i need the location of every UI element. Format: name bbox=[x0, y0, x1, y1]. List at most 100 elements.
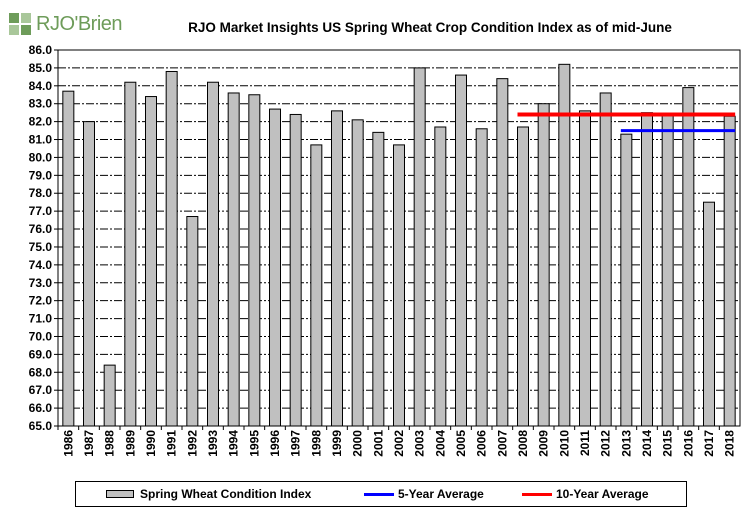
bar-2013 bbox=[620, 133, 633, 427]
bar-1999 bbox=[331, 110, 343, 427]
x-tick-label: 1995 bbox=[247, 430, 261, 457]
x-tick-label: 1991 bbox=[165, 430, 179, 457]
bar-1992 bbox=[186, 216, 199, 427]
bar-1997 bbox=[289, 113, 302, 427]
x-tick-label: 2001 bbox=[371, 430, 385, 457]
x-tick-label: 2013 bbox=[619, 430, 633, 457]
x-tick-label: 2004 bbox=[433, 430, 447, 457]
bar-2015 bbox=[661, 113, 674, 427]
x-tick-label: 2005 bbox=[454, 430, 468, 457]
x-tick-label: 2010 bbox=[557, 430, 571, 457]
x-tick-label: 2014 bbox=[640, 430, 654, 457]
x-tick-label: 2011 bbox=[578, 430, 592, 456]
x-tick-label: 2003 bbox=[413, 430, 427, 457]
legend-swatch-10-year bbox=[522, 493, 552, 496]
bar-1989 bbox=[124, 81, 137, 427]
x-tick-label: 2006 bbox=[475, 430, 489, 457]
x-tick-label: 1998 bbox=[309, 430, 323, 457]
bar-1995 bbox=[248, 94, 261, 427]
legend-swatch-bar bbox=[106, 490, 134, 498]
y-tick-label: 71.0 bbox=[29, 312, 53, 326]
y-tick-label: 80.0 bbox=[29, 150, 53, 164]
y-tick-label: 65.0 bbox=[29, 419, 53, 433]
y-tick-label: 76.0 bbox=[29, 222, 53, 236]
y-tick-label: 67.0 bbox=[29, 383, 53, 397]
plot-frame bbox=[57, 49, 741, 427]
x-tick-label: 1990 bbox=[144, 430, 158, 457]
legend-label-10-year: 10-Year Average bbox=[556, 487, 649, 501]
y-tick-label: 70.0 bbox=[29, 329, 53, 343]
bar-2016 bbox=[682, 87, 695, 427]
x-tick-label: 1994 bbox=[227, 430, 241, 457]
bar-2009 bbox=[537, 103, 550, 427]
y-tick-label: 69.0 bbox=[29, 347, 53, 361]
x-tick-label: 1999 bbox=[330, 430, 344, 457]
y-tick-label: 75.0 bbox=[29, 240, 53, 254]
x-tick-label: 1987 bbox=[82, 430, 96, 457]
bar-2005 bbox=[455, 74, 467, 427]
y-tick-label: 77.0 bbox=[29, 204, 53, 218]
bar-2006 bbox=[475, 128, 488, 427]
y-tick-label: 73.0 bbox=[29, 276, 53, 290]
x-tick-label: 2002 bbox=[392, 430, 406, 457]
y-tick-label: 74.0 bbox=[29, 258, 53, 272]
bar-2008 bbox=[517, 126, 529, 427]
legend-swatch-5-year bbox=[364, 493, 394, 496]
x-tick-label: 1996 bbox=[268, 430, 282, 457]
bar-2017 bbox=[703, 201, 715, 427]
legend-label-5-year: 5-Year Average bbox=[398, 487, 484, 501]
x-tick-label: 2012 bbox=[599, 430, 613, 457]
bar-2003 bbox=[413, 67, 426, 427]
x-tick-label: 2015 bbox=[661, 430, 675, 457]
bar-1994 bbox=[227, 92, 240, 427]
chart-plot: 65.0 66.0 67.0 68.0 69.0 70.0 71.0 72.0 73.0 74.0… bbox=[29, 43, 741, 457]
x-tick-label: 2016 bbox=[681, 430, 695, 457]
x-tick-label: 2018 bbox=[723, 430, 737, 457]
bar-1986 bbox=[62, 90, 75, 427]
bar-2002 bbox=[393, 144, 405, 427]
bar-1996 bbox=[269, 108, 281, 427]
y-tick-label: 81.0 bbox=[29, 133, 53, 147]
chart-legend: Spring Wheat Condition Index 5-Year Aver… bbox=[75, 481, 687, 507]
y-tick-label: 86.0 bbox=[29, 43, 53, 57]
y-tick-label: 84.0 bbox=[29, 79, 53, 93]
bar-2011 bbox=[579, 110, 591, 427]
x-tick-label: 1993 bbox=[206, 430, 220, 457]
bar-1987 bbox=[83, 121, 95, 427]
bar-2010 bbox=[558, 63, 571, 427]
x-tick-label: 2009 bbox=[537, 430, 551, 457]
bar-1993 bbox=[207, 81, 219, 427]
bar-1990 bbox=[145, 96, 157, 427]
rjo-logo-text: RJO'Brien bbox=[36, 13, 123, 35]
x-tick-label: 1986 bbox=[61, 430, 75, 457]
bar-2004 bbox=[434, 126, 447, 427]
x-tick-label: 1989 bbox=[123, 430, 137, 457]
bar-2014 bbox=[641, 112, 653, 427]
rjo-logo: RJO'Brien bbox=[8, 10, 133, 40]
x-tick-label: 2017 bbox=[702, 430, 716, 457]
y-tick-label: 68.0 bbox=[29, 365, 53, 379]
x-tick-label: 1997 bbox=[289, 430, 303, 457]
x-tick-label: 2000 bbox=[351, 430, 365, 457]
rjo-logo-icon bbox=[9, 13, 31, 35]
y-tick-label: 66.0 bbox=[29, 401, 53, 415]
legend-label-condition-index: Spring Wheat Condition Index bbox=[140, 487, 312, 501]
y-tick-label: 83.0 bbox=[29, 97, 53, 111]
bar-2007 bbox=[496, 78, 509, 427]
bar-1991 bbox=[165, 70, 178, 427]
x-tick-label: 1988 bbox=[103, 430, 117, 457]
bar-1998 bbox=[310, 144, 323, 427]
chart-title: RJO Market Insights US Spring Wheat Crop… bbox=[188, 20, 672, 35]
x-tick-label: 2007 bbox=[495, 430, 509, 457]
y-tick-label: 72.0 bbox=[29, 294, 53, 308]
x-tick-label: 1992 bbox=[185, 430, 199, 457]
bar-2018 bbox=[723, 115, 736, 427]
bar-1988 bbox=[103, 364, 116, 427]
bar-2000 bbox=[351, 119, 364, 427]
y-tick-label: 85.0 bbox=[29, 61, 53, 75]
x-tick-label: 2008 bbox=[516, 430, 530, 457]
y-tick-label: 79.0 bbox=[29, 168, 53, 182]
y-tick-label: 78.0 bbox=[29, 186, 53, 200]
y-tick-label: 82.0 bbox=[29, 115, 53, 129]
bar-2001 bbox=[372, 131, 385, 427]
